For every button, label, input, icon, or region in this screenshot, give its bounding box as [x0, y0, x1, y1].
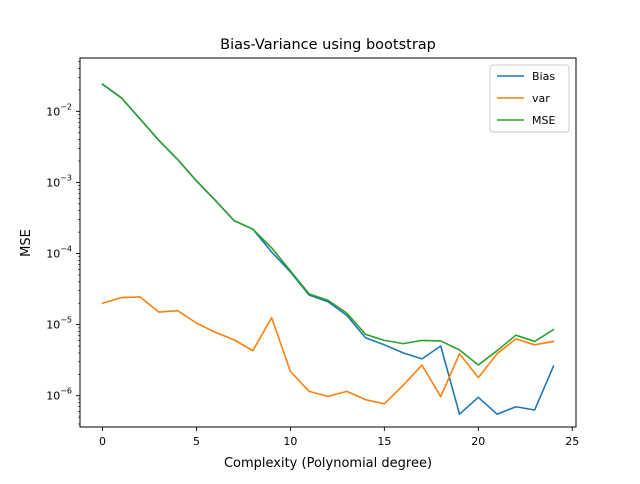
x-tick-label: 20 — [471, 435, 485, 448]
series-line-mse — [101, 83, 555, 366]
x-axis-label: Complexity (Polynomial degree) — [224, 456, 432, 471]
y-tick-label: 10−6 — [46, 387, 72, 403]
legend-label-bias: Bias — [532, 70, 555, 83]
series-line-var — [101, 296, 555, 405]
x-tick-label: 5 — [193, 435, 200, 448]
axes-frame — [79, 57, 577, 428]
y-tick-label: 10−5 — [46, 316, 72, 332]
x-tick-label: 25 — [565, 435, 579, 448]
x-tick-label: 15 — [377, 435, 391, 448]
x-tick-label: 10 — [283, 435, 297, 448]
legend-box — [489, 64, 570, 133]
plot-area — [101, 83, 555, 415]
chart-title: Bias-Variance using bootstrap — [220, 37, 436, 53]
x-axis: 0 5 10 15 20 25 — [99, 427, 579, 448]
y-tick-label: 10−4 — [46, 245, 72, 261]
y-axis: 10−6 10−5 10−4 10−3 10−2 — [46, 61, 80, 425]
legend-label-mse: MSE — [532, 114, 555, 127]
y-tick-label: 10−2 — [46, 102, 72, 118]
x-tick-label: 0 — [99, 435, 106, 448]
legend-label-var: var — [532, 92, 550, 105]
y-tick-label: 10−3 — [46, 173, 72, 189]
legend: Bias var MSE — [489, 64, 570, 133]
y-axis-label: MSE — [19, 229, 34, 257]
